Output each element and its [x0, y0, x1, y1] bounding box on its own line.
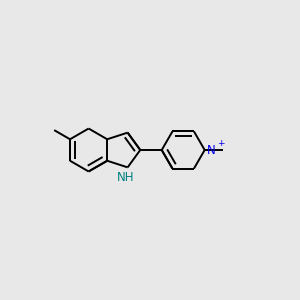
- Text: +: +: [218, 139, 225, 148]
- Text: NH: NH: [117, 171, 134, 184]
- Text: N: N: [207, 143, 216, 157]
